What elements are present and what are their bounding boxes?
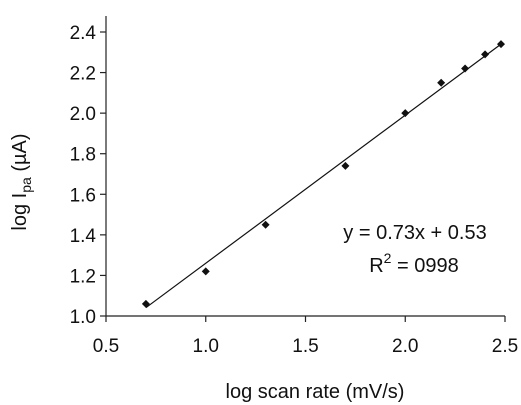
y-tick-label: 2.0 xyxy=(70,104,96,125)
data-point xyxy=(437,78,446,87)
y-axis-title: log Ipa (µA) xyxy=(9,133,34,230)
y-tick-label: 1.8 xyxy=(70,145,96,166)
data-point xyxy=(461,64,470,73)
r-squared-label: R2 = 0998 xyxy=(369,250,459,277)
y-tick-label: 2.4 xyxy=(70,23,97,44)
data-point xyxy=(201,267,210,276)
r-squared-superscript: 2 xyxy=(384,250,392,266)
r-squared-value: = 0998 xyxy=(391,255,458,277)
data-point xyxy=(141,299,150,308)
data-point xyxy=(497,40,506,49)
y-tick-label: 2.2 xyxy=(70,64,96,85)
x-axis-title: log scan rate (mV/s) xyxy=(226,381,405,403)
y-tick-label: 1.4 xyxy=(70,226,97,247)
x-tick-label: 1.5 xyxy=(292,336,318,357)
r-squared-base: R xyxy=(369,255,383,277)
data-point xyxy=(401,109,410,118)
plot-area: 1.0 1.2 1.4 1.6 1.8 2.0 2.2 2.4 0.5 1.0 1.5 2.0 2.5 xyxy=(70,16,518,357)
data-point xyxy=(341,161,350,170)
y-axis-title-unit: (µA) xyxy=(9,133,31,177)
x-tick-label: 2.0 xyxy=(392,336,418,357)
x-tick-label: 1.0 xyxy=(193,336,219,357)
x-tick-label: 0.5 xyxy=(93,336,119,357)
y-axis-title-subscript: pa xyxy=(18,177,34,193)
x-tick-label: 2.5 xyxy=(492,336,518,357)
y-axis-title-main: log I xyxy=(9,193,31,231)
data-point xyxy=(261,220,270,229)
data-point xyxy=(481,50,490,59)
y-tick-label: 1.6 xyxy=(70,185,96,206)
y-tick-label: 1.2 xyxy=(70,266,96,287)
trendline xyxy=(145,43,502,309)
y-tick-label: 1.0 xyxy=(70,307,96,328)
regression-equation: y = 0.73x + 0.53 xyxy=(343,222,486,244)
